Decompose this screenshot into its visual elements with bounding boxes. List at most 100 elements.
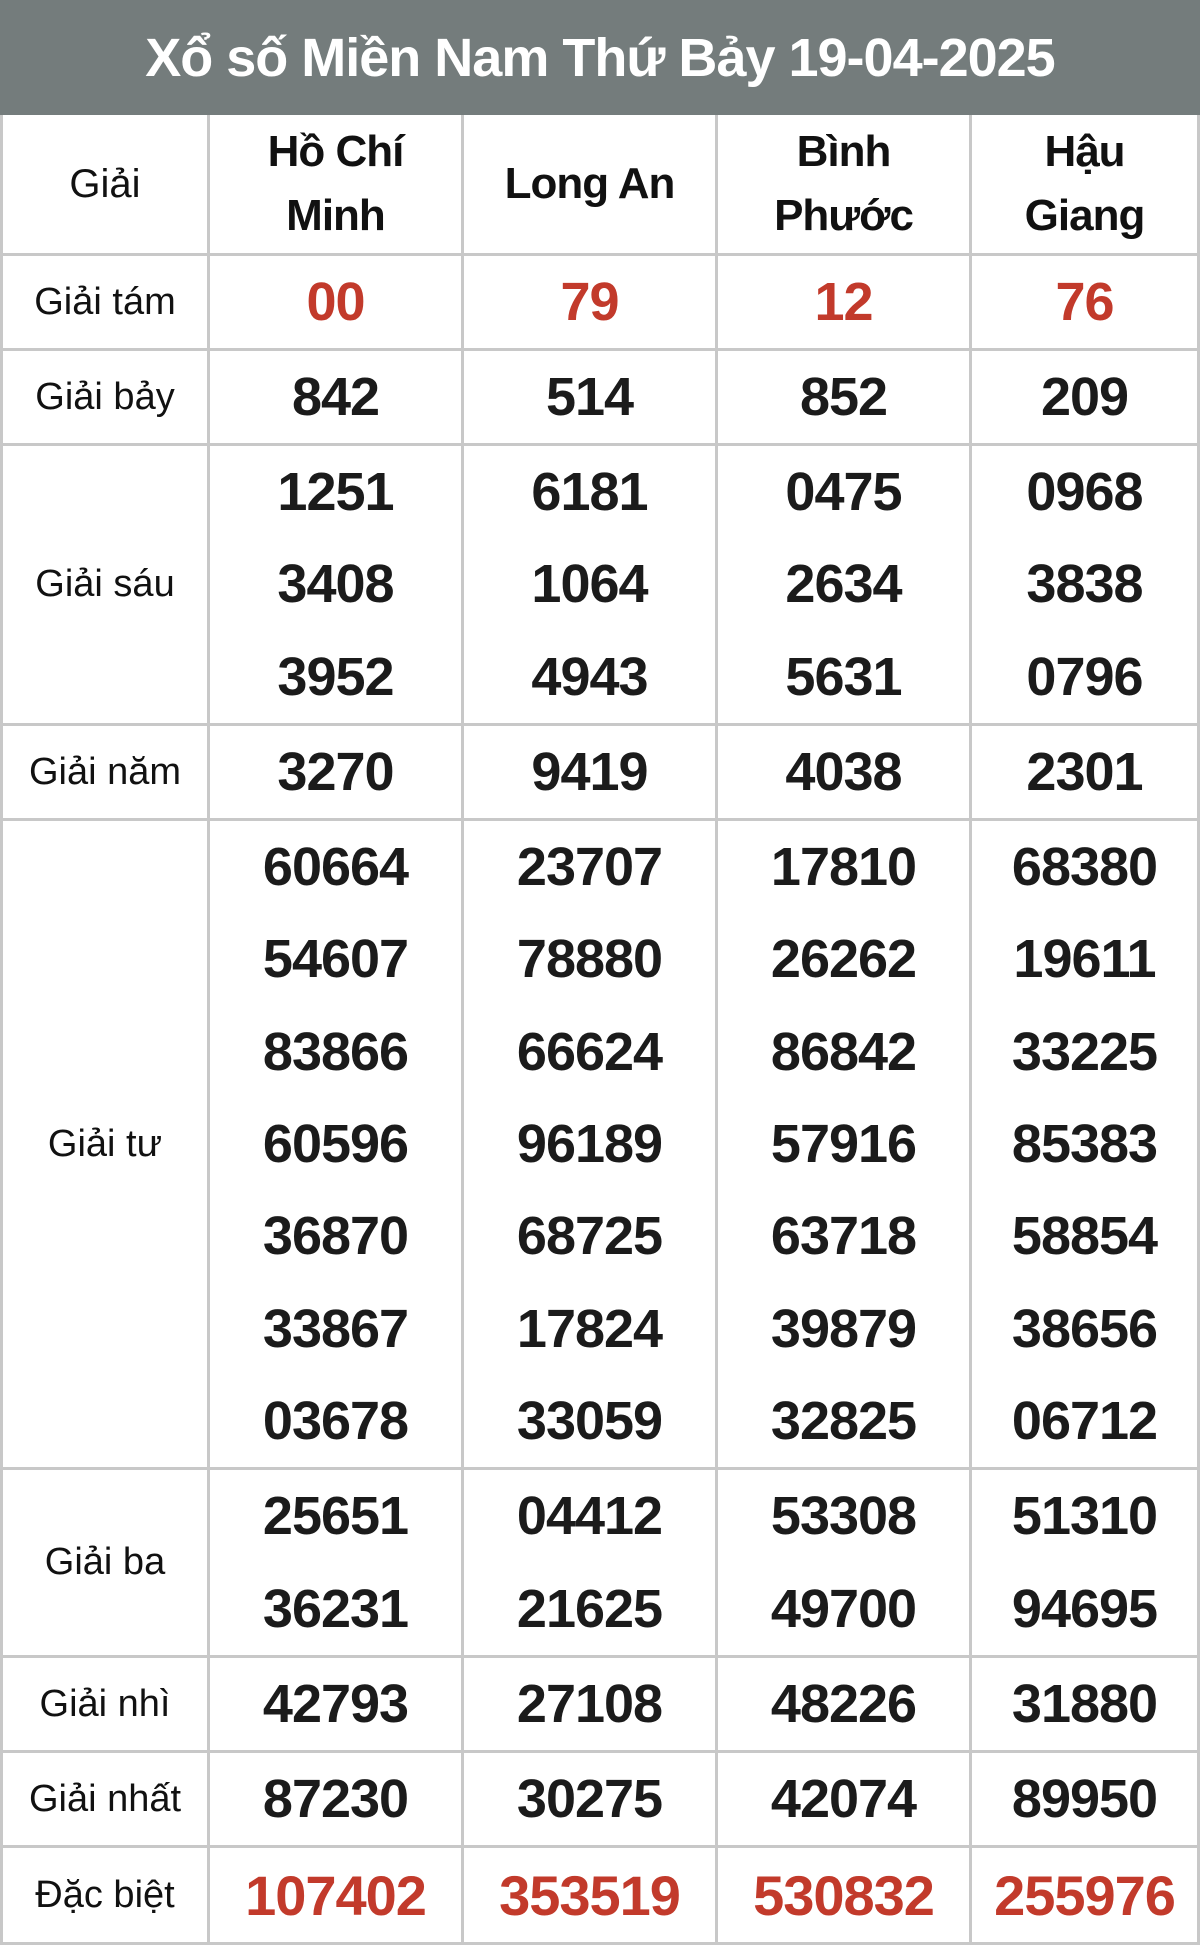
result-number: 0475 — [785, 462, 902, 523]
result-cell-r4-c2: 9419 — [464, 726, 715, 818]
result-cell-r6-c1: 25651 36231 — [210, 1470, 461, 1655]
prize-label-8: Giải nhất — [3, 1753, 207, 1845]
result-number: 66624 — [516, 1021, 663, 1082]
result-number: 57916 — [770, 1113, 917, 1174]
result-number: 42074 — [770, 1769, 917, 1829]
result-number: 4038 — [785, 742, 902, 802]
result-number: 87230 — [262, 1769, 409, 1829]
result-number: 96189 — [516, 1113, 663, 1174]
result-number: 30275 — [516, 1769, 663, 1829]
result-number: 1251 — [277, 462, 394, 523]
result-number: 76 — [1055, 272, 1114, 332]
result-number: 6181 — [531, 462, 648, 523]
result-cell-r7-c3: 48226 — [718, 1658, 969, 1750]
prize-label-5: Giải tư — [3, 821, 207, 1467]
result-cell-r6-c4: 51310 94695 — [972, 1470, 1197, 1655]
result-number: 00 — [306, 272, 365, 332]
result-cell-r7-c2: 27108 — [464, 1658, 715, 1750]
result-number: 26262 — [770, 929, 917, 990]
result-number: 60664 — [262, 837, 409, 898]
result-number: 12 — [814, 272, 873, 332]
result-number: 78880 — [516, 929, 663, 990]
prize-label-2: Giải bảy — [3, 351, 207, 443]
result-cell-r1-c2: 79 — [464, 256, 715, 348]
column-header-1: Hồ Chí Minh — [210, 115, 461, 253]
result-number: 39879 — [770, 1298, 917, 1359]
result-number: 514 — [545, 367, 634, 427]
result-cell-r6-c2: 04412 21625 — [464, 1470, 715, 1655]
result-number: 33867 — [262, 1298, 409, 1359]
result-number: 79 — [560, 272, 619, 332]
result-cell-r5-c2: 23707 78880 66624 96189 68725 17824 33059 — [464, 821, 715, 1467]
prize-label-6: Giải ba — [3, 1470, 207, 1655]
result-number: 63718 — [770, 1206, 917, 1267]
result-cell-r5-c1: 60664 54607 83866 60596 36870 33867 03678 — [210, 821, 461, 1467]
result-number: 17810 — [770, 837, 917, 898]
results-table: Giải Hồ Chí Minh Long An Bình Phước Hậu Gian… — [0, 115, 1200, 1945]
result-cell-r8-c3: 42074 — [718, 1753, 969, 1845]
result-number: 21625 — [516, 1578, 663, 1639]
result-number: 33225 — [1011, 1021, 1158, 1082]
result-cell-r4-c4: 2301 — [972, 726, 1197, 818]
result-cell-r4-c1: 3270 — [210, 726, 461, 818]
result-number: 353519 — [499, 1863, 681, 1927]
prize-label-1: Giải tám — [3, 256, 207, 348]
result-number: 2301 — [1026, 742, 1143, 802]
result-number: 530832 — [753, 1863, 935, 1927]
result-number: 3952 — [277, 646, 394, 707]
result-number: 852 — [799, 367, 888, 427]
result-cell-r2-c4: 209 — [972, 351, 1197, 443]
result-number: 3838 — [1026, 554, 1143, 615]
result-cell-r1-c3: 12 — [718, 256, 969, 348]
result-cell-r2-c2: 514 — [464, 351, 715, 443]
result-number: 06712 — [1011, 1390, 1158, 1451]
result-number: 9419 — [531, 742, 648, 802]
result-cell-r1-c4: 76 — [972, 256, 1197, 348]
result-number: 36231 — [262, 1578, 409, 1639]
result-number: 86842 — [770, 1021, 917, 1082]
result-number: 68380 — [1011, 837, 1158, 898]
page-title: Xổ số Miền Nam Thứ Bảy 19-04-2025 — [145, 27, 1055, 88]
result-number: 0968 — [1026, 462, 1143, 523]
result-cell-r9-c3: 530832 — [718, 1848, 969, 1942]
result-cell-r2-c1: 842 — [210, 351, 461, 443]
result-number: 49700 — [770, 1578, 917, 1639]
result-number: 54607 — [262, 929, 409, 990]
result-number: 25651 — [262, 1486, 409, 1547]
prize-label-3: Giải sáu — [3, 446, 207, 723]
result-number: 23707 — [516, 837, 663, 898]
result-number: 842 — [291, 367, 380, 427]
result-number: 94695 — [1011, 1578, 1158, 1639]
result-cell-r9-c1: 107402 — [210, 1848, 461, 1942]
result-cell-r5-c4: 68380 19611 33225 85383 58854 38656 06712 — [972, 821, 1197, 1467]
result-cell-r7-c1: 42793 — [210, 1658, 461, 1750]
result-number: 107402 — [245, 1863, 427, 1927]
result-number: 83866 — [262, 1021, 409, 1082]
result-number: 42793 — [262, 1674, 409, 1734]
result-number: 3270 — [277, 742, 394, 802]
column-header-2: Long An — [464, 115, 715, 253]
result-cell-r3-c4: 0968 3838 0796 — [972, 446, 1197, 723]
result-number: 58854 — [1011, 1206, 1158, 1267]
column-header-3: Bình Phước — [718, 115, 969, 253]
prize-label-7: Giải nhì — [3, 1658, 207, 1750]
result-number: 31880 — [1011, 1674, 1158, 1734]
prize-label-4: Giải năm — [3, 726, 207, 818]
result-number: 68725 — [516, 1206, 663, 1267]
result-cell-r2-c3: 852 — [718, 351, 969, 443]
result-cell-r6-c3: 53308 49700 — [718, 1470, 969, 1655]
result-number: 85383 — [1011, 1113, 1158, 1174]
result-cell-r3-c2: 6181 1064 4943 — [464, 446, 715, 723]
result-number: 36870 — [262, 1206, 409, 1267]
result-cell-r8-c4: 89950 — [972, 1753, 1197, 1845]
result-number: 209 — [1040, 367, 1129, 427]
result-number: 03678 — [262, 1390, 409, 1451]
corner-header: Giải — [3, 115, 207, 253]
result-number: 53308 — [770, 1486, 917, 1547]
column-header-4: Hậu Giang — [972, 115, 1197, 253]
result-cell-r8-c2: 30275 — [464, 1753, 715, 1845]
result-cell-r9-c2: 353519 — [464, 1848, 715, 1942]
result-number: 60596 — [262, 1113, 409, 1174]
result-cell-r1-c1: 00 — [210, 256, 461, 348]
prize-label-9: Đặc biệt — [3, 1848, 207, 1942]
